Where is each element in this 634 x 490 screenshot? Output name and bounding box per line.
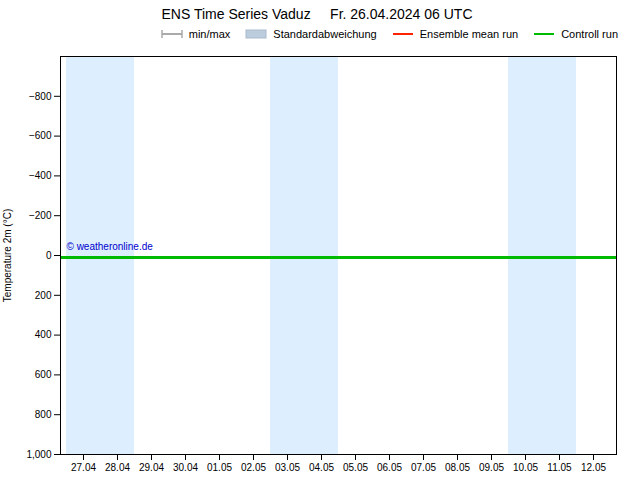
svg-text:10.05: 10.05 bbox=[513, 462, 538, 473]
svg-text:11.05: 11.05 bbox=[547, 462, 572, 473]
svg-text:400: 400 bbox=[35, 329, 52, 340]
svg-text:09.05: 09.05 bbox=[479, 462, 504, 473]
svg-text:08.05: 08.05 bbox=[445, 462, 470, 473]
svg-text:−400: −400 bbox=[29, 170, 52, 181]
svg-text:12.05: 12.05 bbox=[581, 462, 606, 473]
svg-text:Temperature 2m (°C): Temperature 2m (°C) bbox=[2, 209, 13, 302]
svg-text:27.04: 27.04 bbox=[71, 462, 96, 473]
svg-text:28.04: 28.04 bbox=[105, 462, 130, 473]
svg-text:800: 800 bbox=[35, 409, 52, 420]
html-text:Standardabweichung: Standardabweichung bbox=[273, 28, 377, 40]
svg-text:06.05: 06.05 bbox=[377, 462, 402, 473]
svg-text:0: 0 bbox=[46, 250, 52, 261]
svg-text:−200: −200 bbox=[29, 210, 52, 221]
svg-text:30.04: 30.04 bbox=[173, 462, 198, 473]
svg-text:−800: −800 bbox=[29, 91, 52, 102]
svg-text:29.04: 29.04 bbox=[139, 462, 164, 473]
svg-text:1,000: 1,000 bbox=[26, 449, 51, 460]
svg-text:−600: −600 bbox=[29, 130, 52, 141]
svg-text:03.05: 03.05 bbox=[275, 462, 300, 473]
svg-text:01.05: 01.05 bbox=[207, 462, 232, 473]
html-text:Controll run: Controll run bbox=[561, 28, 618, 40]
svg-text:07.05: 07.05 bbox=[411, 462, 436, 473]
html-text:min/max: min/max bbox=[188, 28, 231, 40]
html-text:Ensemble mean run: Ensemble mean run bbox=[419, 28, 519, 40]
svg-text:200: 200 bbox=[35, 290, 52, 301]
svg-text:04.05: 04.05 bbox=[309, 462, 334, 473]
svg-text:05.05: 05.05 bbox=[343, 462, 368, 473]
svg-text:02.05: 02.05 bbox=[241, 462, 266, 473]
svg-text:600: 600 bbox=[35, 369, 52, 380]
html-text:ENS Time Series Vaduz Fr. 26.0: ENS Time Series Vaduz Fr. 26.04.2024 06 … bbox=[161, 6, 473, 22]
svg-text:© weatheronline.de: © weatheronline.de bbox=[67, 241, 154, 252]
